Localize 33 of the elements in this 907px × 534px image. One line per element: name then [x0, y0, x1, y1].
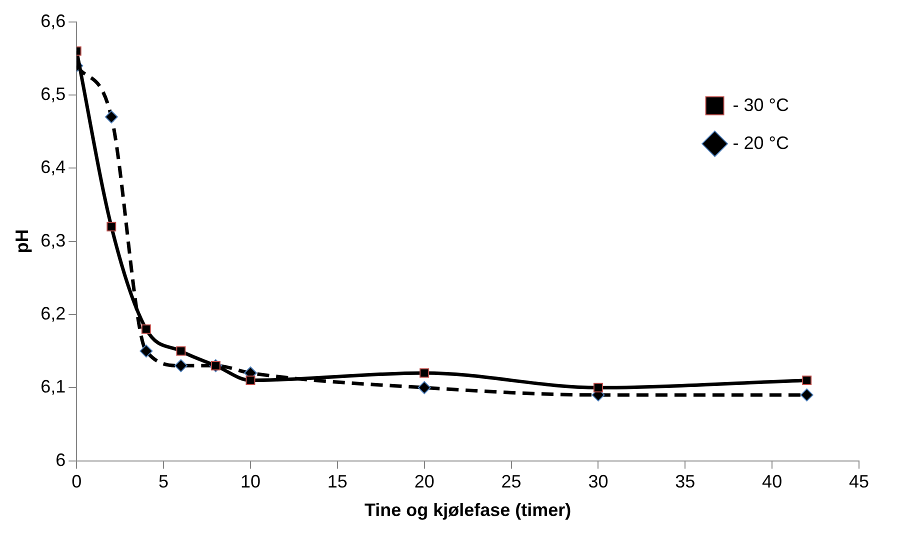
point [104, 110, 118, 124]
point [418, 381, 431, 394]
y-axis-title: pH [12, 229, 32, 254]
legend-label: - 30 °C [732, 94, 790, 115]
point [420, 368, 430, 378]
x-tick-label: 30 [588, 472, 608, 492]
point [140, 344, 153, 358]
point [106, 222, 116, 232]
point [176, 346, 186, 356]
point [174, 359, 188, 372]
point [593, 382, 603, 392]
y-tick-label: 6,4 [40, 157, 66, 178]
x-tick-label: 0 [72, 472, 82, 492]
y-tick-label: 6,1 [40, 376, 66, 397]
x-tick-label: 45 [848, 472, 870, 492]
point [141, 324, 151, 334]
legend-label: - 20 °C [732, 132, 790, 153]
y-tick-label: 6,6 [40, 10, 66, 31]
x-tick-label: 5 [158, 472, 169, 492]
y-tick-label: 6,2 [40, 303, 66, 324]
y-tick-label: 6,5 [40, 84, 66, 104]
x-tick-label: 20 [414, 472, 434, 492]
y-tick-label: 6,3 [40, 230, 66, 250]
x-axis-title: Tine og kjølefase (timer) [364, 500, 572, 520]
point [800, 388, 814, 402]
x-tick-label: 15 [327, 472, 348, 492]
point [246, 376, 256, 386]
y-tick-label: 6 [56, 450, 66, 470]
x-tick-label: 10 [240, 472, 260, 492]
x-tick-label: 25 [501, 472, 522, 492]
x-tick-label: 35 [675, 472, 696, 492]
x-tick-label: 40 [762, 472, 782, 492]
point [802, 376, 812, 386]
